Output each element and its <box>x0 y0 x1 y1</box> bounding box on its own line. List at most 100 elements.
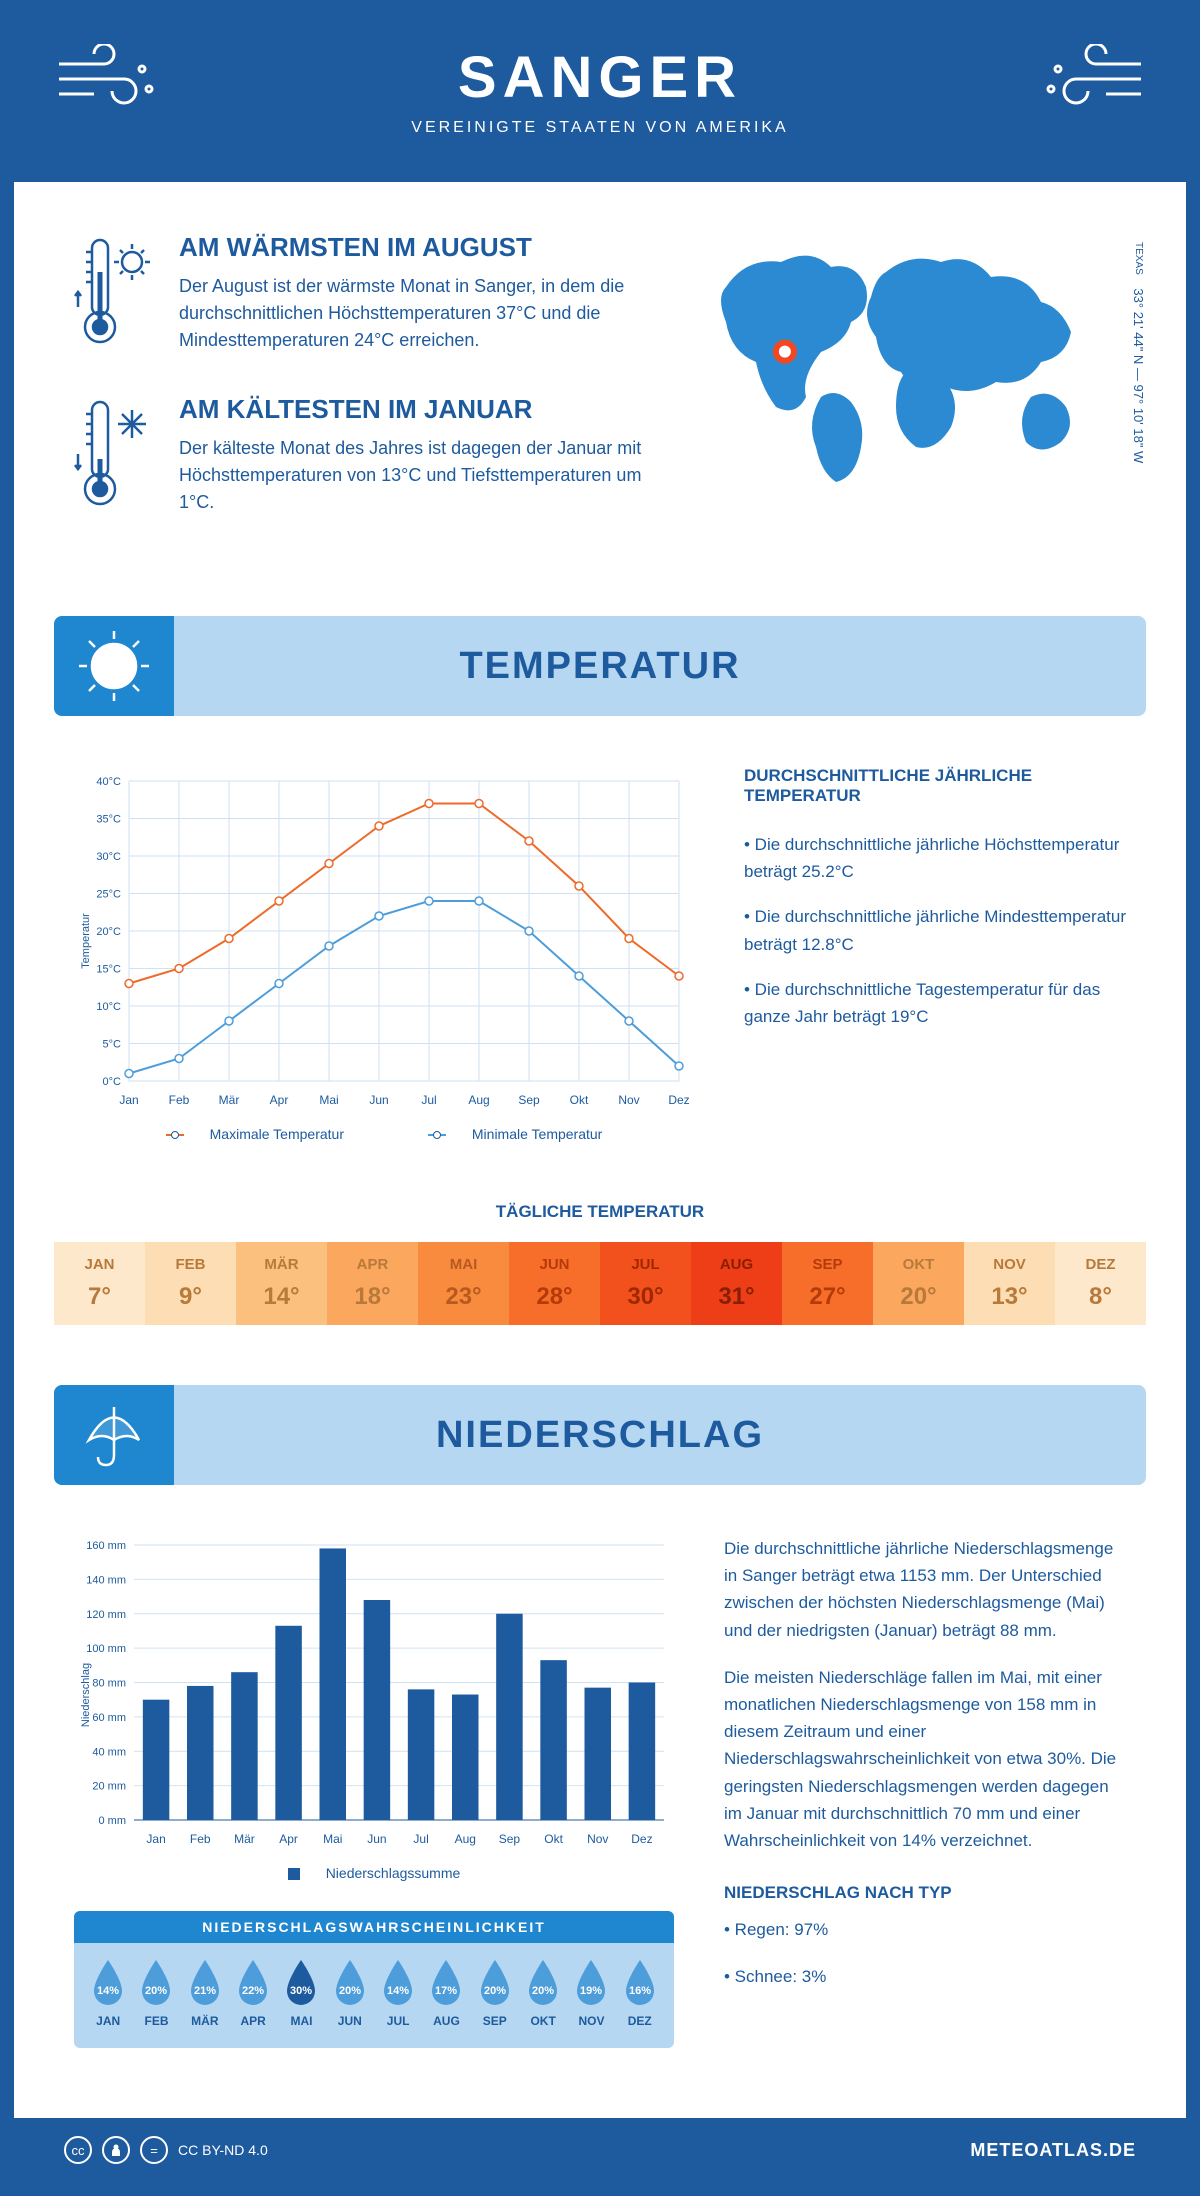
site-name: METEOATLAS.DE <box>970 2140 1136 2161</box>
svg-text:100 mm: 100 mm <box>86 1643 126 1655</box>
wind-icon <box>1036 44 1146 114</box>
temperature-chart: 0°C5°C10°C15°C20°C25°C30°C35°C40°CJanFeb… <box>74 766 694 1116</box>
page-title: SANGER <box>34 44 1166 111</box>
svg-text:20%: 20% <box>532 1985 554 1997</box>
svg-text:20%: 20% <box>145 1985 167 1997</box>
svg-text:Mai: Mai <box>323 1832 342 1846</box>
sun-icon <box>54 616 174 716</box>
svg-text:20%: 20% <box>339 1985 361 1997</box>
svg-text:22%: 22% <box>242 1985 264 1997</box>
daily-temp-title: TÄGLICHE TEMPERATUR <box>14 1202 1186 1222</box>
svg-text:Nov: Nov <box>587 1832 608 1846</box>
temp-cell: APR18° <box>327 1242 418 1325</box>
temp-cell: NOV13° <box>964 1242 1055 1325</box>
svg-text:5°C: 5°C <box>103 1039 122 1051</box>
probability-title: NIEDERSCHLAGSWAHRSCHEINLICHKEIT <box>74 1911 674 1943</box>
temp-cell: DEZ8° <box>1055 1242 1146 1325</box>
umbrella-icon <box>54 1385 174 1485</box>
cc-icon: cc <box>64 2136 92 2164</box>
svg-text:30%: 30% <box>290 1985 312 1997</box>
probability-cell: 14%JAN <box>84 1958 132 2028</box>
temp-cell: OKT20° <box>873 1242 964 1325</box>
svg-text:60 mm: 60 mm <box>92 1712 126 1724</box>
svg-text:Mai: Mai <box>319 1093 338 1107</box>
precip-type-bullet: • Schnee: 3% <box>724 1963 1126 1990</box>
svg-text:Aug: Aug <box>468 1093 489 1107</box>
precip-paragraph: Die durchschnittliche jährliche Niedersc… <box>724 1535 1126 1644</box>
avg-temp-heading: DURCHSCHNITTLICHE JÄHRLICHE TEMPERATUR <box>744 766 1126 806</box>
svg-text:35°C: 35°C <box>96 814 121 826</box>
svg-text:0 mm: 0 mm <box>99 1815 127 1827</box>
probability-cell: 20%JUN <box>326 1958 374 2028</box>
by-icon <box>102 2136 130 2164</box>
svg-text:40 mm: 40 mm <box>92 1746 126 1758</box>
precipitation-title: NIEDERSCHLAG <box>436 1414 764 1457</box>
svg-text:Okt: Okt <box>570 1093 589 1107</box>
svg-text:Niederschlag: Niederschlag <box>80 1663 92 1727</box>
coldest-text: Der kälteste Monat des Jahres ist dagege… <box>179 435 646 516</box>
world-map-icon <box>686 232 1116 492</box>
probability-cell: 16%DEZ <box>616 1958 664 2028</box>
svg-text:140 mm: 140 mm <box>86 1574 126 1586</box>
temp-cell: JUL30° <box>600 1242 691 1325</box>
svg-text:Jun: Jun <box>369 1093 388 1107</box>
svg-text:19%: 19% <box>580 1985 602 1997</box>
temp-cell: JAN7° <box>54 1242 145 1325</box>
svg-text:20°C: 20°C <box>96 926 121 938</box>
svg-text:25°C: 25°C <box>96 889 121 901</box>
probability-cell: 20%OKT <box>519 1958 567 2028</box>
svg-text:17%: 17% <box>435 1985 457 1997</box>
nd-icon: = <box>140 2136 168 2164</box>
precipitation-section-header: NIEDERSCHLAG <box>54 1385 1146 1485</box>
svg-text:160 mm: 160 mm <box>86 1540 126 1552</box>
precipitation-legend: Niederschlagssumme <box>74 1865 674 1881</box>
svg-text:30°C: 30°C <box>96 851 121 863</box>
probability-cell: 20%SEP <box>471 1958 519 2028</box>
svg-text:Dez: Dez <box>668 1093 689 1107</box>
page-subtitle: VEREINIGTE STAATEN VON AMERIKA <box>34 119 1166 137</box>
temp-cell: SEP27° <box>782 1242 873 1325</box>
svg-text:20 mm: 20 mm <box>92 1781 126 1793</box>
temp-cell: MAI23° <box>418 1242 509 1325</box>
svg-text:80 mm: 80 mm <box>92 1678 126 1690</box>
svg-text:10°C: 10°C <box>96 1001 121 1013</box>
footer: cc = CC BY-ND 4.0 METEOATLAS.DE <box>14 2118 1186 2182</box>
svg-text:21%: 21% <box>194 1985 216 1997</box>
svg-text:Feb: Feb <box>169 1093 190 1107</box>
svg-text:Aug: Aug <box>455 1832 476 1846</box>
svg-text:0°C: 0°C <box>103 1076 122 1088</box>
svg-text:Jan: Jan <box>146 1832 165 1846</box>
warmest-text: Der August ist der wärmste Monat in Sang… <box>179 273 646 354</box>
probability-cell: 22%APR <box>229 1958 277 2028</box>
svg-text:Sep: Sep <box>518 1093 540 1107</box>
svg-text:Sep: Sep <box>499 1832 521 1846</box>
temp-cell: AUG31° <box>691 1242 782 1325</box>
probability-cell: 21%MÄR <box>181 1958 229 2028</box>
svg-text:Okt: Okt <box>544 1832 563 1846</box>
svg-text:Jul: Jul <box>413 1832 428 1846</box>
temperature-legend: Maximale Temperatur Minimale Temperatur <box>74 1126 694 1142</box>
svg-text:Mär: Mär <box>234 1832 255 1846</box>
precipitation-probability-box: NIEDERSCHLAGSWAHRSCHEINLICHKEIT 14%JAN 20… <box>74 1911 674 2048</box>
svg-text:Apr: Apr <box>279 1832 298 1846</box>
svg-text:Dez: Dez <box>631 1832 652 1846</box>
temp-cell: FEB9° <box>145 1242 236 1325</box>
svg-text:15°C: 15°C <box>96 964 121 976</box>
svg-text:20%: 20% <box>484 1985 506 1997</box>
temp-cell: JUN28° <box>509 1242 600 1325</box>
probability-cell: 30%MAI <box>277 1958 325 2028</box>
svg-text:14%: 14% <box>97 1985 119 1997</box>
svg-text:Jun: Jun <box>367 1832 386 1846</box>
precip-type-bullet: • Regen: 97% <box>724 1916 1126 1943</box>
precip-paragraph: Die meisten Niederschläge fallen im Mai,… <box>724 1664 1126 1854</box>
svg-text:Mär: Mär <box>219 1093 240 1107</box>
license-text: CC BY-ND 4.0 <box>178 2142 268 2158</box>
warmest-fact: AM WÄRMSTEN IM AUGUST Der August ist der… <box>74 232 646 354</box>
svg-text:Apr: Apr <box>270 1093 289 1107</box>
thermometer-snow-icon <box>74 394 154 516</box>
avg-temp-bullet: • Die durchschnittliche jährliche Mindes… <box>744 903 1126 957</box>
avg-temp-bullet: • Die durchschnittliche jährliche Höchst… <box>744 831 1126 885</box>
svg-text:120 mm: 120 mm <box>86 1609 126 1621</box>
wind-icon <box>54 44 164 114</box>
probability-cell: 19%NOV <box>567 1958 615 2028</box>
